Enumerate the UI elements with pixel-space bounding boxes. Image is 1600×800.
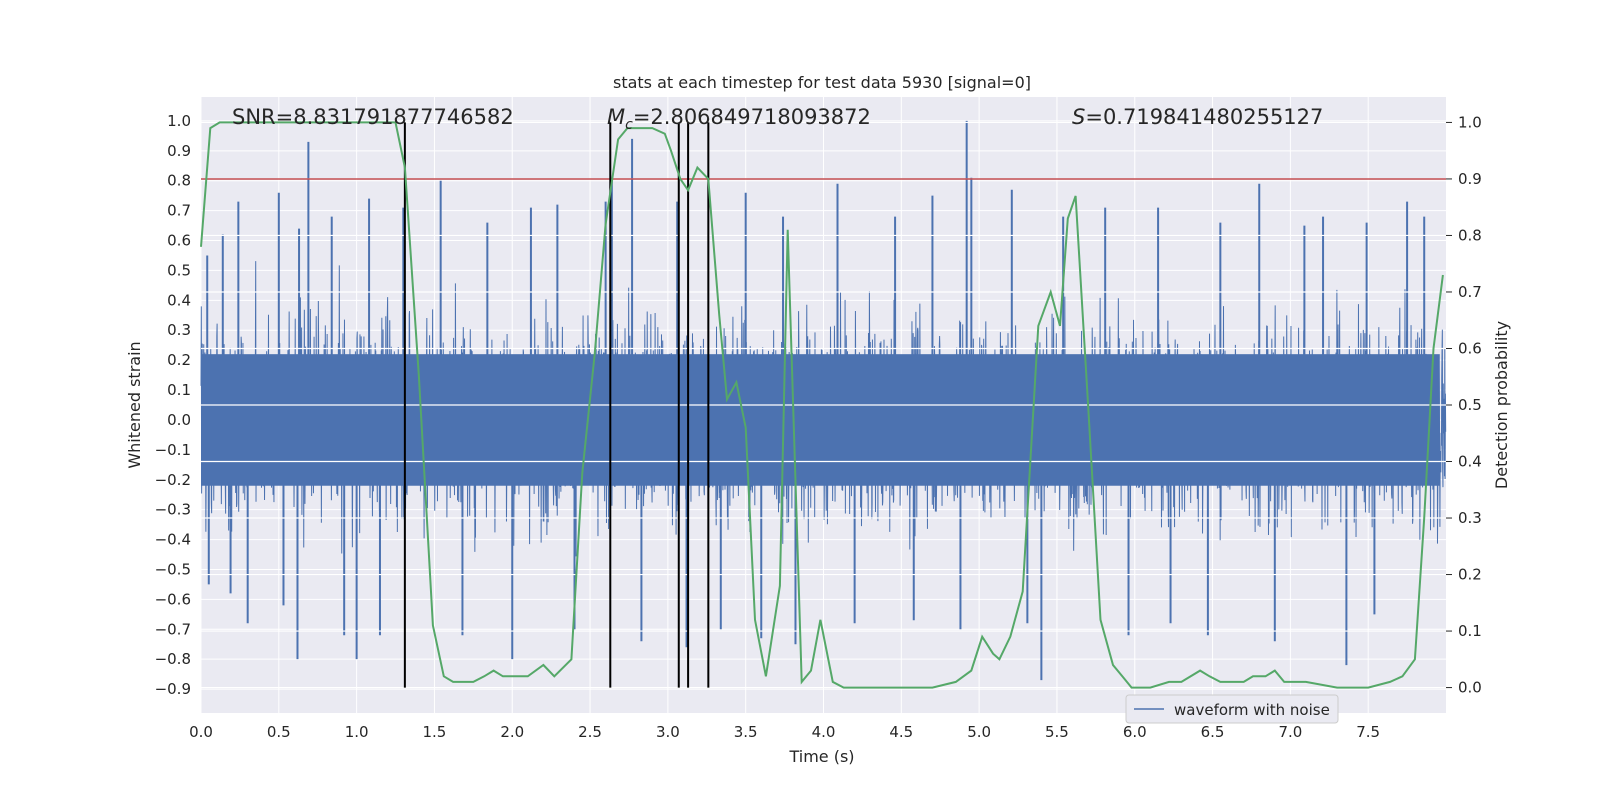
- y-tick-label: 0.1: [167, 381, 191, 399]
- x-tick-label: 3.5: [734, 723, 758, 741]
- y-axis-label: Whitened strain: [125, 341, 144, 468]
- y-tick-label: −0.8: [155, 650, 191, 668]
- y-tick-label: −0.4: [155, 531, 191, 549]
- waveform-core: [201, 354, 1440, 486]
- y-axis-ticks: −0.9 −0.8 −0.7 −0.6 −0.5 −0.4 −0.3 −0.2 −0.1 0.0 0…: [155, 112, 191, 698]
- right-tick-label: 1.0: [1458, 113, 1482, 131]
- right-tick-label: 0.7: [1458, 283, 1482, 301]
- right-tick-label: 0.0: [1458, 679, 1482, 697]
- x-axis-label: Time (s): [788, 747, 854, 766]
- s-value: =0.719841480255127: [1085, 105, 1323, 129]
- y-tick-label: 0.3: [167, 321, 191, 339]
- x-axis-ticks: 0.0 0.5 1.0 1.5 2.0 2.5 3.0 3.5 4.0 4.5 5.0 5.5 6.0 6…: [189, 723, 1380, 741]
- y-tick-label: 1.0: [167, 112, 191, 130]
- marker-lines: [403, 122, 710, 688]
- y-tick-label: 0.9: [167, 142, 191, 160]
- x-tick-label: 7.0: [1278, 723, 1302, 741]
- x-tick-label: 4.0: [812, 723, 836, 741]
- right-axis-label: Detection probability: [1492, 321, 1511, 489]
- right-tick-label: 0.1: [1458, 622, 1482, 640]
- legend-box: [1125, 694, 1339, 724]
- x-tick-label: 6.5: [1201, 723, 1225, 741]
- y-tick-label: −0.6: [155, 590, 191, 608]
- right-tick-label: 0.9: [1458, 170, 1482, 188]
- snr-annotation: SNR=8.831791877746582: [232, 105, 514, 129]
- y-tick-label: −0.7: [155, 620, 191, 638]
- y-tick-label: −0.9: [155, 680, 191, 698]
- s-annotation: S=0.719841480255127: [1072, 105, 1323, 129]
- chirp-mass-symbol: M: [607, 105, 625, 129]
- x-tick-label: 0.0: [189, 723, 213, 741]
- right-tick-label: 0.8: [1458, 226, 1482, 244]
- legend-label: waveform with noise: [1174, 701, 1330, 719]
- x-tick-label: 6.0: [1123, 723, 1147, 741]
- chirp-mass-annotation: Mc=2.806849718093872: [607, 105, 871, 133]
- s-symbol: S: [1072, 105, 1085, 129]
- right-axis-grid-lines: [201, 121, 1446, 689]
- chirp-mass-subscript: c: [625, 117, 633, 133]
- right-tick-label: 0.3: [1458, 509, 1482, 527]
- right-tick-label: 0.4: [1458, 453, 1482, 471]
- x-tick-label: 1.0: [345, 723, 369, 741]
- right-tick-label: 0.6: [1458, 339, 1482, 357]
- x-tick-label: 5.5: [1045, 723, 1069, 741]
- y-tick-label: 0.4: [167, 291, 191, 309]
- x-tick-label: 4.5: [889, 723, 913, 741]
- y-tick-label: 0.6: [167, 232, 191, 250]
- y-tick-label: 0.5: [167, 261, 191, 279]
- y-tick-label: −0.2: [155, 471, 191, 489]
- x-tick-label: 2.0: [500, 723, 524, 741]
- x-tick-label: 1.5: [423, 723, 447, 741]
- x-tick-label: 2.5: [578, 723, 602, 741]
- chirp-mass-value: =2.806849718093872: [633, 105, 871, 129]
- y-tick-label: −0.1: [155, 441, 191, 459]
- x-tick-label: 0.5: [267, 723, 291, 741]
- probability-series: [200, 121, 1444, 689]
- right-tick-label: 0.2: [1458, 566, 1482, 584]
- legend: waveform with noise: [1125, 694, 1339, 724]
- y-tick-label: 0.0: [167, 411, 191, 429]
- y-tick-label: 0.7: [167, 202, 191, 220]
- y-tick-label: −0.5: [155, 560, 191, 578]
- y-tick-label: 0.2: [167, 351, 191, 369]
- right-tick-label: 0.5: [1458, 396, 1482, 414]
- y-tick-label: 0.8: [167, 172, 191, 190]
- x-tick-label: 3.0: [656, 723, 680, 741]
- y-tick-label: −0.3: [155, 501, 191, 519]
- right-axis-ticks: 0.0 0.1 0.2 0.3 0.4 0.5 0.6 0.7 0.8 0.9 1.0: [1446, 113, 1482, 697]
- waveform-series: [200, 120, 1447, 681]
- x-tick-label: 7.5: [1356, 723, 1380, 741]
- x-tick-label: 5.0: [967, 723, 991, 741]
- chart-title: stats at each timestep for test data 593…: [613, 73, 1031, 92]
